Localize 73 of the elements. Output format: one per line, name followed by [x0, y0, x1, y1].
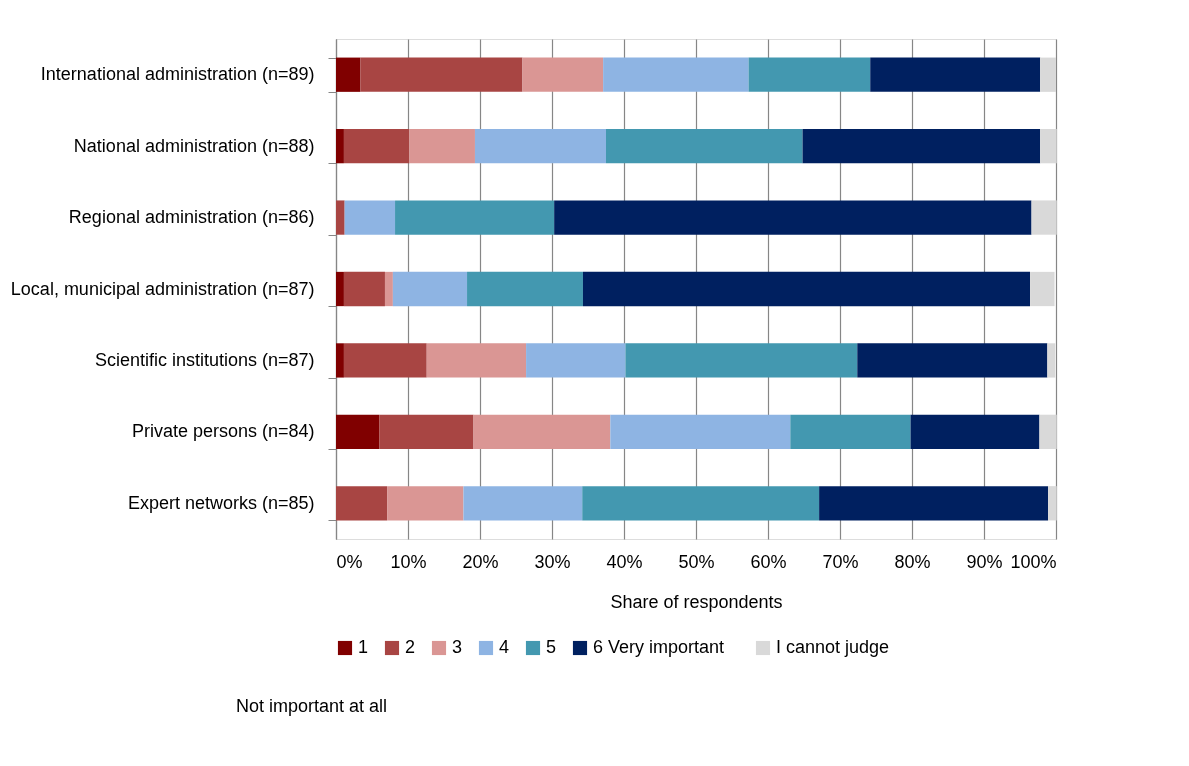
x-tick-label: 70% — [822, 551, 859, 572]
y-tick-label: Expert networks (n=85) — [127, 492, 315, 513]
bar — [522, 57, 604, 92]
x-tick-label: 50% — [678, 551, 715, 572]
legend-label: 5 — [546, 637, 557, 657]
bar — [748, 57, 871, 92]
x-tick-label: 90% — [966, 551, 1003, 572]
bar — [426, 343, 527, 378]
bar — [387, 486, 464, 521]
legend-label: 6 Very important — [593, 637, 725, 657]
bar — [473, 414, 611, 449]
bar — [1047, 343, 1056, 378]
text: Not important at all — [236, 696, 388, 716]
bar — [336, 57, 361, 92]
x-tick-label: 10% — [390, 551, 427, 572]
bar — [582, 486, 820, 521]
x-axis-title: Share of respondents — [610, 591, 783, 612]
bar — [344, 200, 396, 235]
x-tick-label: 30% — [534, 551, 571, 572]
bar — [336, 200, 345, 235]
bar — [1040, 57, 1056, 92]
x-tick-label: 40% — [606, 551, 643, 572]
bar — [336, 129, 344, 164]
bar — [1040, 129, 1057, 164]
legend-label: 1 — [358, 637, 369, 657]
bar — [463, 486, 583, 521]
bar — [336, 486, 388, 521]
x-tick-label: 100% — [1010, 551, 1057, 572]
bar — [384, 271, 393, 307]
bar — [395, 200, 555, 235]
bar — [379, 414, 474, 449]
bar — [554, 200, 1032, 235]
bar — [870, 57, 1041, 92]
legend-label: 2 — [405, 637, 416, 657]
bar — [910, 414, 1040, 449]
bar — [467, 271, 583, 307]
bar — [1030, 271, 1055, 307]
bar — [1039, 414, 1057, 449]
legend-label: 4 — [499, 637, 510, 657]
y-tick-label: National administration (n=88) — [73, 135, 315, 156]
bar — [360, 57, 523, 92]
bar — [409, 129, 475, 164]
bar — [610, 414, 791, 449]
y-tick-label: Regional administration (n=86) — [68, 207, 315, 228]
bar — [526, 343, 626, 378]
bar — [392, 271, 468, 307]
bar — [603, 57, 749, 92]
x-tick-label: 0% — [336, 551, 363, 572]
y-tick-label: Private persons (n=84) — [131, 421, 315, 442]
x-tick-label: 20% — [462, 551, 499, 572]
bar — [857, 343, 1048, 378]
bar — [474, 129, 606, 164]
bar — [1048, 486, 1057, 521]
bar — [343, 343, 427, 378]
bar — [336, 343, 344, 378]
bar — [343, 129, 410, 164]
bar — [1031, 200, 1057, 235]
legend-label: 3 — [452, 637, 463, 657]
x-tick-label: 80% — [894, 551, 931, 572]
bar — [336, 271, 344, 307]
y-tick-label: Local, municipal administration (n=87) — [10, 278, 315, 299]
bar — [790, 414, 911, 449]
bar — [582, 271, 1031, 307]
bar — [336, 414, 380, 449]
y-tick-label: International administration (n=89) — [40, 64, 315, 85]
x-tick-label: 60% — [750, 551, 787, 572]
legend-label: I cannot judge — [776, 637, 890, 657]
bar — [819, 486, 1049, 521]
y-tick-label: Scientific institutions (n=87) — [94, 349, 315, 370]
bar — [625, 343, 858, 378]
bar — [606, 129, 803, 164]
bar — [802, 129, 1041, 164]
bar — [343, 271, 385, 307]
